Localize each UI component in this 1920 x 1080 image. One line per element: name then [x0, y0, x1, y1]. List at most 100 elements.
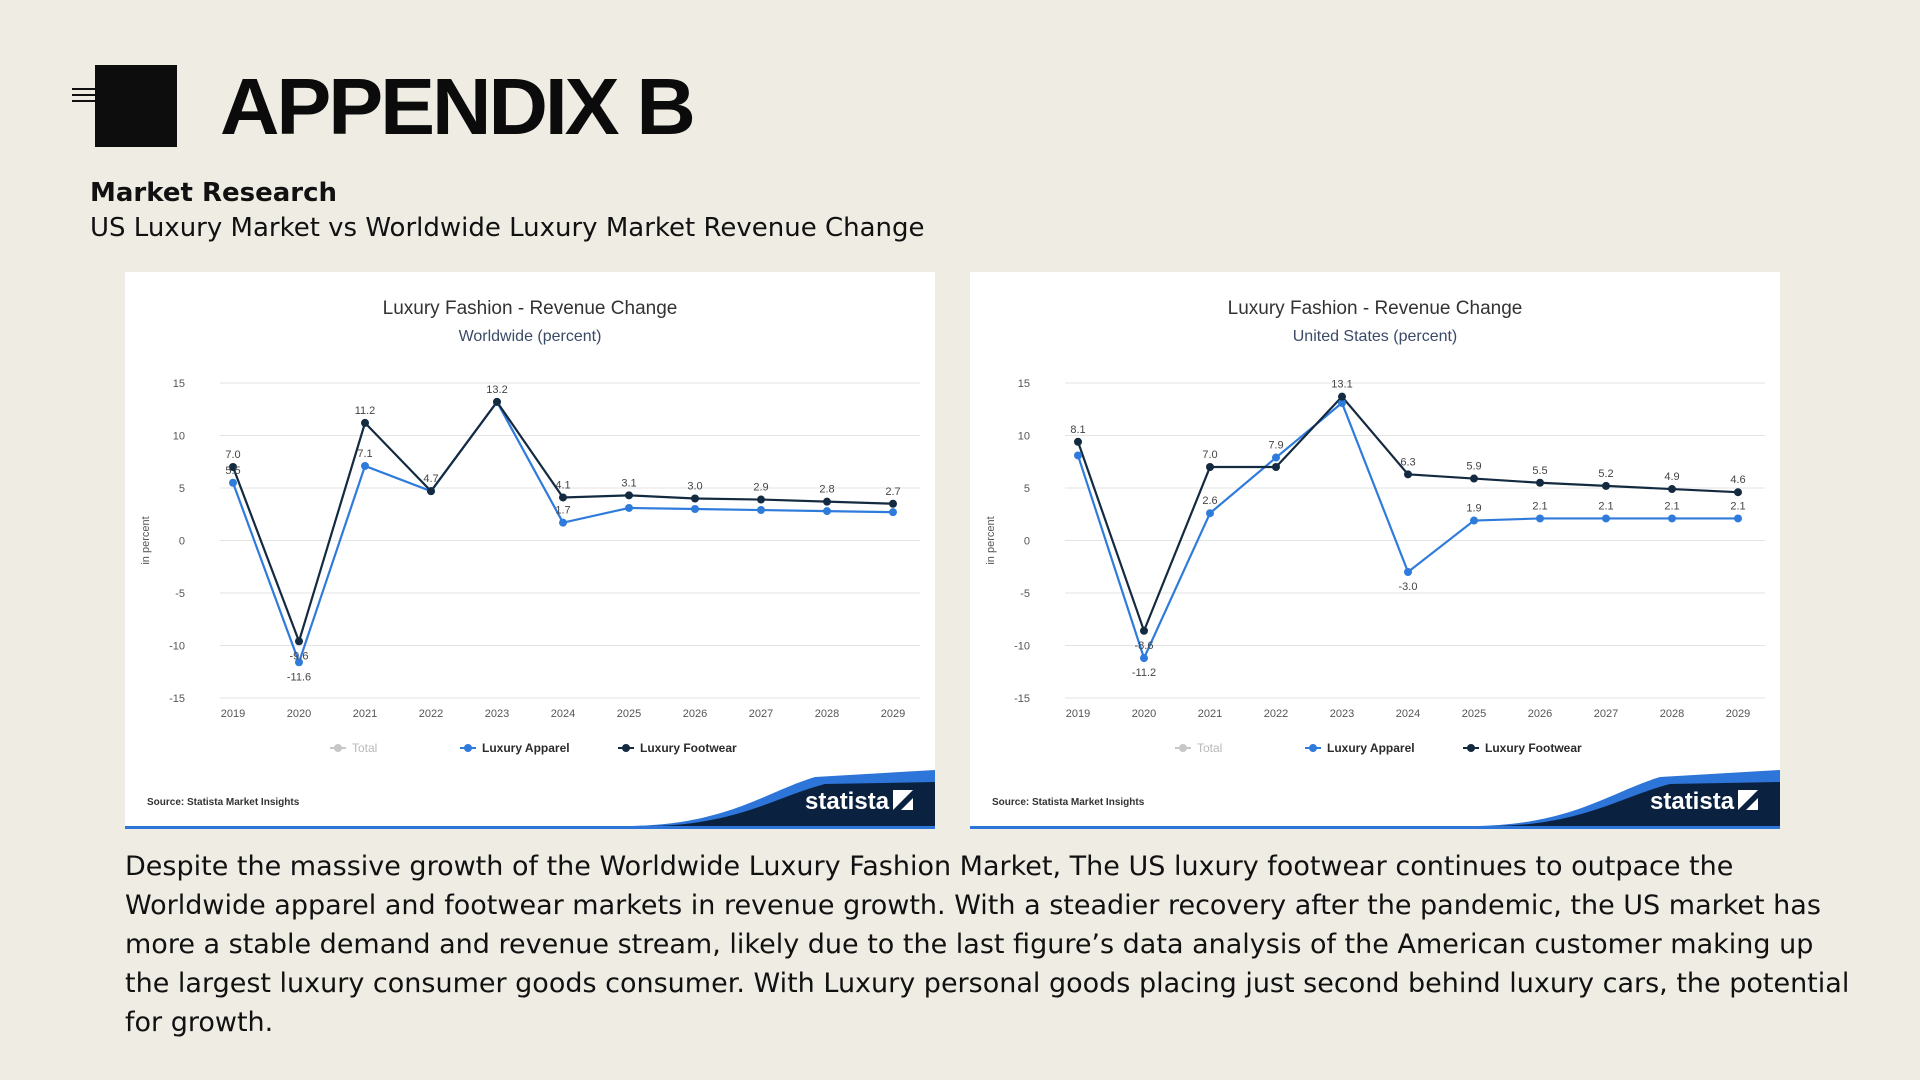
y-axis-label: in percent — [140, 516, 152, 564]
y-tick-label: 10 — [1018, 431, 1030, 443]
data-label: 1.7 — [555, 505, 570, 517]
source-label: Source: Statista Market Insights — [147, 797, 300, 808]
data-point — [1470, 516, 1478, 525]
data-label: 8.1 — [1070, 424, 1085, 436]
data-label: 13.1 — [1331, 379, 1352, 391]
x-tick-label: 2019 — [221, 708, 245, 720]
data-point — [625, 503, 633, 512]
data-point — [1272, 453, 1280, 462]
legend-marker — [1467, 744, 1475, 752]
chart-subtitle: United States (percent) — [1293, 328, 1458, 345]
data-point — [625, 491, 633, 500]
data-label: 5.2 — [1598, 468, 1613, 480]
data-point — [1206, 463, 1214, 471]
y-tick-label: -15 — [169, 693, 185, 705]
y-tick-label: 0 — [1024, 536, 1030, 548]
data-point — [1404, 568, 1412, 576]
x-tick-label: 2028 — [1660, 708, 1684, 720]
data-point — [1140, 626, 1148, 635]
data-label: 7.0 — [225, 449, 240, 461]
legend-marker — [1179, 744, 1187, 752]
chart-subtitle: Worldwide (percent) — [459, 328, 602, 345]
data-label: 5.5 — [1532, 465, 1547, 477]
data-point — [229, 478, 237, 487]
data-label: 2.9 — [753, 482, 768, 494]
data-label: 7.0 — [1202, 449, 1217, 461]
chart-panel-united-states: Luxury Fashion - Revenue Change United St… — [970, 272, 1780, 829]
data-point — [295, 658, 303, 667]
legend-marker — [622, 744, 630, 752]
x-tick-label: 2019 — [1066, 708, 1090, 720]
data-label: -11.2 — [1132, 667, 1156, 679]
data-point — [1602, 514, 1610, 523]
data-point — [1668, 514, 1676, 523]
data-label: 4.6 — [1730, 474, 1745, 486]
data-point — [427, 487, 435, 496]
data-point — [1338, 392, 1346, 401]
data-point — [1338, 398, 1346, 407]
y-tick-label: 5 — [1024, 483, 1030, 495]
legend-label: Luxury Apparel — [1327, 741, 1415, 755]
data-label: 2.1 — [1598, 500, 1613, 512]
data-point — [889, 499, 897, 508]
statista-logo-icon-slash — [1738, 790, 1758, 810]
y-tick-label: 15 — [173, 378, 185, 390]
data-point — [823, 497, 831, 506]
x-tick-label: 2021 — [353, 708, 377, 720]
x-tick-label: 2029 — [1726, 708, 1750, 720]
data-label: 6.3 — [1400, 456, 1415, 468]
data-label: 7.1 — [357, 448, 372, 460]
data-label: 11.2 — [355, 405, 376, 417]
data-point — [1140, 654, 1148, 663]
x-tick-label: 2023 — [1330, 708, 1354, 720]
chart-panel-worldwide: Luxury Fashion - Revenue Change Worldwide… — [125, 272, 935, 829]
legend-label: Total — [352, 741, 377, 755]
data-point — [229, 463, 237, 471]
statista-logo: statista — [1650, 788, 1735, 815]
legend-label: Luxury Footwear — [640, 741, 737, 755]
legend-label: Luxury Footwear — [1485, 741, 1582, 755]
data-point — [559, 518, 567, 527]
header-square-decoration — [95, 65, 177, 147]
x-tick-label: 2020 — [1132, 708, 1156, 720]
data-label: 4.7 — [423, 473, 438, 485]
data-point — [691, 505, 699, 513]
data-point — [1272, 463, 1280, 471]
x-tick-label: 2022 — [419, 708, 443, 720]
y-axis-label: in percent — [985, 516, 997, 564]
data-point — [1404, 470, 1412, 479]
series-line-luxury-apparel — [1076, 401, 1738, 662]
x-tick-label: 2022 — [1264, 708, 1288, 720]
data-label: 3.0 — [687, 481, 702, 493]
y-tick-label: -10 — [169, 641, 185, 653]
data-point — [295, 637, 303, 646]
x-tick-label: 2024 — [551, 708, 575, 720]
data-label: 4.1 — [555, 479, 570, 491]
x-tick-label: 2025 — [1462, 708, 1486, 720]
data-point — [1536, 478, 1544, 487]
page-title: APPENDIX B — [220, 62, 696, 151]
x-tick-label: 2026 — [1528, 708, 1552, 720]
data-point — [691, 494, 699, 503]
data-label: 5.5 — [225, 465, 240, 477]
data-point — [1602, 481, 1610, 490]
data-label: 2.8 — [819, 484, 834, 496]
section-subtitle: Market Research — [90, 178, 337, 208]
y-tick-label: 15 — [1018, 378, 1030, 390]
y-tick-label: 5 — [179, 483, 185, 495]
data-point — [1074, 451, 1082, 460]
x-tick-label: 2020 — [287, 708, 311, 720]
data-point — [889, 508, 897, 517]
legend-marker — [334, 744, 342, 752]
data-point — [361, 461, 369, 470]
data-point — [361, 418, 369, 427]
data-label: -8.6 — [1135, 640, 1154, 652]
data-label: 5.9 — [1466, 461, 1481, 473]
data-label: 3.1 — [621, 477, 636, 489]
y-tick-label: -5 — [175, 588, 185, 600]
x-tick-label: 2027 — [749, 708, 773, 720]
data-point — [1470, 474, 1478, 483]
data-label: 13.2 — [486, 384, 507, 396]
y-tick-label: 0 — [179, 536, 185, 548]
data-label: 2.7 — [885, 486, 900, 498]
